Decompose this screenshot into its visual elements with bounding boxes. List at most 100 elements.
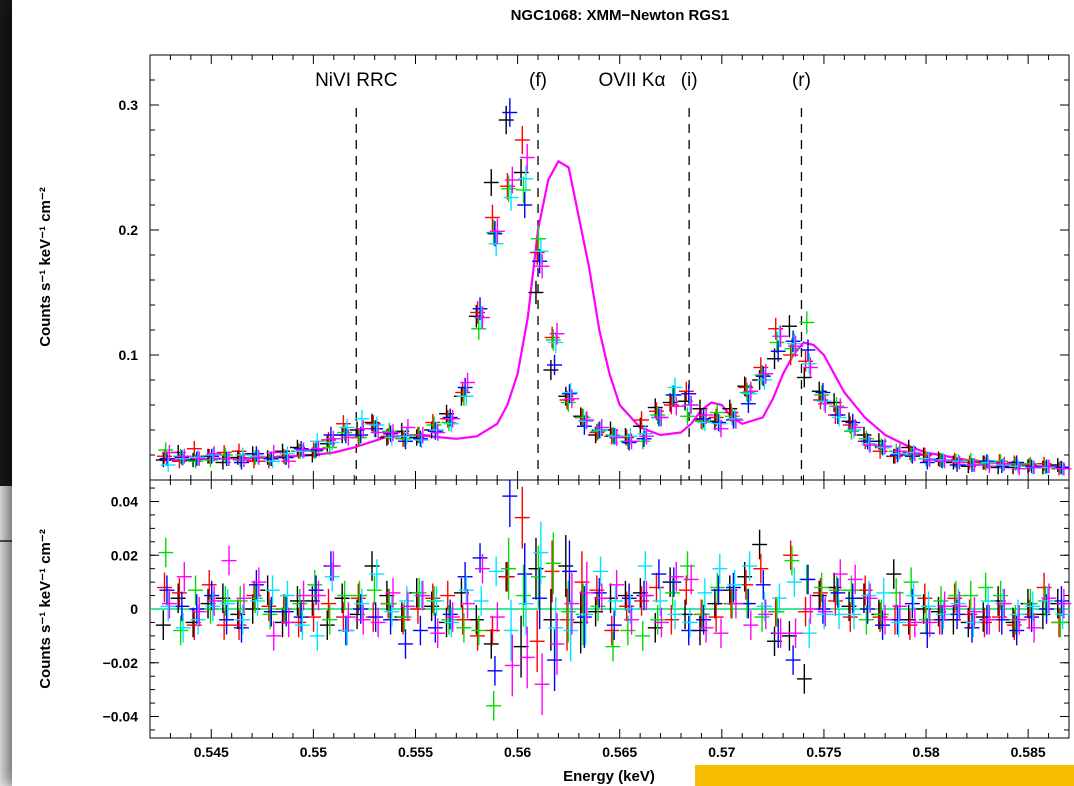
data-point [754, 365, 770, 385]
data-point [817, 394, 833, 413]
data-point [892, 443, 908, 459]
residual-point [773, 618, 789, 648]
data-point [950, 454, 966, 469]
data-point [755, 366, 771, 387]
residual-point [996, 588, 1012, 619]
data-point [487, 221, 503, 247]
residual-point [190, 604, 206, 635]
data-point [724, 407, 740, 426]
data-point [514, 126, 530, 154]
data-point [562, 384, 577, 404]
residual-point [458, 575, 474, 605]
residual-point [175, 613, 191, 643]
y-tick-label: 0.1 [119, 347, 139, 363]
data-point [605, 426, 621, 444]
residual-point [502, 480, 518, 528]
residual-point [157, 572, 172, 603]
residual-point [440, 580, 456, 611]
residual-point [917, 583, 933, 614]
data-point [368, 420, 384, 438]
residual-point [516, 564, 531, 627]
residual-point [232, 586, 248, 616]
spectrum-panel-frame [149, 54, 1070, 481]
residual-point [1022, 588, 1038, 619]
data-point [445, 409, 461, 428]
data-point [217, 447, 233, 463]
data-point [545, 329, 561, 351]
residual-point [892, 591, 908, 622]
data-point [415, 426, 431, 444]
residual-point [155, 610, 171, 640]
data-point [739, 382, 755, 403]
data-point [667, 377, 683, 398]
residual-point [532, 567, 548, 630]
residual-point [513, 615, 529, 678]
residual-point [588, 596, 604, 627]
data-point [861, 435, 877, 452]
data-point [1024, 459, 1040, 474]
residual-point [396, 602, 412, 632]
residual-point [922, 607, 938, 638]
data-point [532, 249, 548, 274]
data-point [311, 441, 326, 457]
residual-point [842, 602, 858, 632]
data-point [889, 447, 905, 463]
data-point [549, 322, 565, 345]
data-point [548, 331, 564, 354]
chart-title: NGC1068: XMM−Newton RGS1 [511, 7, 730, 24]
residual-point [236, 583, 252, 614]
residual-point [352, 580, 367, 611]
data-point [952, 455, 967, 470]
data-point [727, 409, 743, 428]
residual-point [696, 604, 712, 635]
data-point [353, 426, 369, 444]
residual-point [651, 559, 667, 589]
data-point [876, 439, 892, 456]
data-point [457, 377, 473, 398]
residual-point [594, 583, 610, 614]
residual-point [321, 588, 336, 619]
data-point [722, 399, 738, 418]
residual-point [514, 486, 530, 549]
residual-point [412, 615, 428, 646]
data-point [236, 452, 252, 468]
residual-point [784, 545, 800, 576]
data-point [683, 395, 699, 415]
residual-point [160, 591, 176, 622]
residual-point [174, 591, 190, 622]
residual-point [350, 583, 366, 614]
data-point [204, 448, 220, 464]
y-tick-label: 0.3 [119, 97, 139, 113]
data-point [460, 372, 476, 393]
residual-point [308, 575, 324, 605]
residual-point [385, 578, 401, 608]
data-point [847, 418, 863, 437]
residual-point [159, 575, 175, 605]
residual-point [668, 561, 684, 592]
residual-point [830, 578, 846, 608]
residual-point [379, 580, 395, 611]
residual-point [415, 580, 431, 611]
residual-point [1039, 594, 1054, 624]
residual-point [935, 599, 951, 630]
data-point [471, 317, 487, 340]
residual-point [860, 594, 876, 624]
residual-point [590, 591, 606, 622]
data-point [517, 191, 533, 219]
data-point [678, 381, 694, 401]
data-point [579, 411, 595, 429]
annotation-label: OVII Kα [598, 70, 665, 91]
data-point [369, 416, 385, 434]
residual-point [547, 629, 563, 691]
residual-point [757, 591, 772, 622]
residual-point [829, 575, 845, 605]
residual-point [578, 583, 594, 646]
data-point [862, 437, 878, 453]
residual-point [906, 580, 922, 611]
residual-point [606, 610, 622, 640]
residual-point [548, 596, 564, 659]
data-point [188, 454, 203, 469]
data-point [799, 311, 815, 334]
residual-point [429, 586, 444, 616]
residual-point [743, 610, 759, 640]
